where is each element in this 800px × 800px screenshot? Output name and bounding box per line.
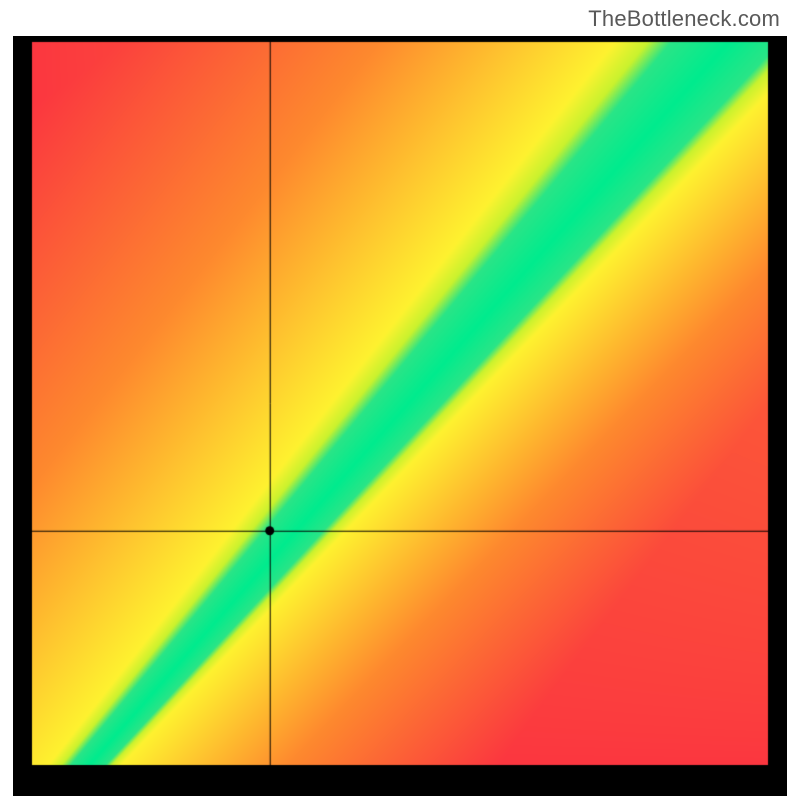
heatmap-canvas [13, 36, 787, 796]
heatmap-chart [13, 36, 787, 796]
attribution-text: TheBottleneck.com [588, 6, 780, 32]
